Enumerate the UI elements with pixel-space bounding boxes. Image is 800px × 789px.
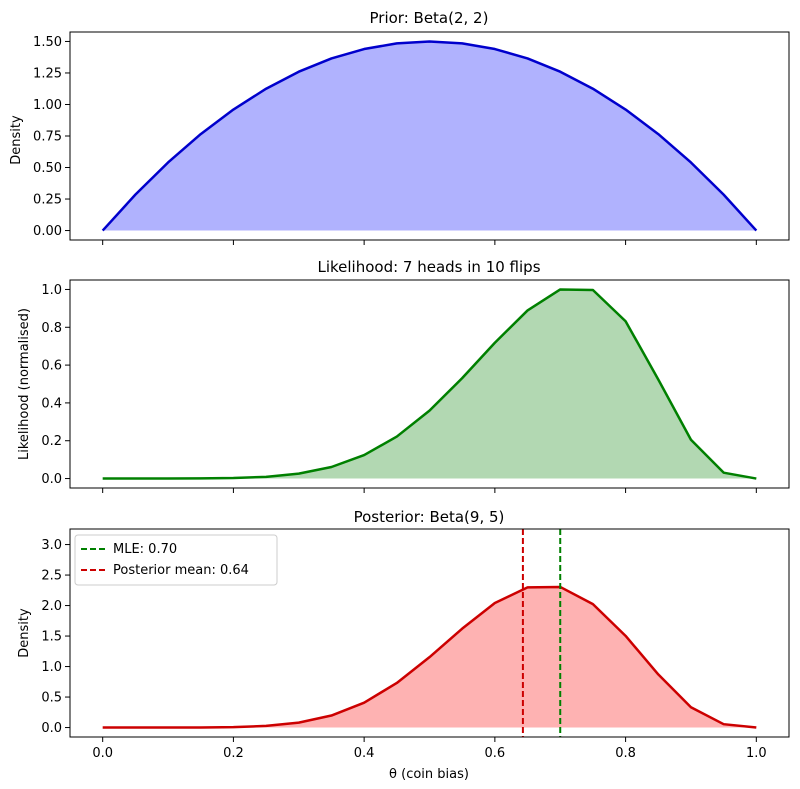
prior-ytick-label: 0.50 <box>33 161 62 176</box>
posterior-ytick-label: 0.0 <box>41 721 62 736</box>
likelihood-panel: Likelihood: 7 heads in 10 flips Likeliho… <box>17 258 790 493</box>
prior-series-line <box>101 40 758 232</box>
posterior-ytick-label: 2.5 <box>41 569 62 584</box>
prior-ytick-label: 1.00 <box>33 98 62 113</box>
posterior-xlabel: θ (coin bias) <box>389 767 469 782</box>
likelihood-ytick-label: 1.0 <box>41 283 62 298</box>
likelihood-ytick-label: 0.0 <box>41 472 62 487</box>
posterior-ytick-label: 2.0 <box>41 599 62 614</box>
posterior-ytick-label: 1.5 <box>41 630 62 645</box>
likelihood-ytick-label: 0.2 <box>41 434 62 449</box>
posterior-axes-frame <box>69 528 790 738</box>
prior-ytick-label: 1.50 <box>33 35 62 50</box>
prior-ytick-label: 1.25 <box>33 66 62 81</box>
likelihood-ytick-label: 0.4 <box>41 396 62 411</box>
posterior-xtick-label: 0.8 <box>615 746 636 761</box>
prior-ytick-label: 0.25 <box>33 193 62 208</box>
posterior-xtick-label: 0.4 <box>354 746 375 761</box>
posterior-title: Posterior: Beta(9, 5) <box>354 508 505 526</box>
posterior-ytick-label: 1.0 <box>41 660 62 675</box>
likelihood-area-fill <box>102 289 757 479</box>
posterior-xtick-label: 1.0 <box>746 746 767 761</box>
prior-ylabel: Density <box>9 115 24 165</box>
likelihood-series-line <box>102 288 757 480</box>
posterior-xtick-label: 0.6 <box>485 746 506 761</box>
posterior-ytick-label: 0.5 <box>41 691 62 706</box>
legend: MLE: 0.70 Posterior mean: 0.64 <box>74 534 278 586</box>
prior-ytick-label: 0.00 <box>33 224 62 239</box>
prior-panel: Prior: Beta(2, 2) Density 0.00 0.25 0.50 0.… <box>9 9 790 245</box>
likelihood-ytick-label: 0.6 <box>41 359 62 374</box>
legend-posterior-mean-label: Posterior mean: 0.64 <box>113 563 249 578</box>
likelihood-title: Likelihood: 7 heads in 10 flips <box>317 258 540 276</box>
prior-title: Prior: Beta(2, 2) <box>370 9 489 27</box>
legend-box <box>74 534 278 586</box>
prior-area-fill <box>102 41 757 231</box>
likelihood-ylabel: Likelihood (normalised) <box>17 308 32 460</box>
posterior-xtick-label: 0.0 <box>92 746 113 761</box>
likelihood-ytick-label: 0.8 <box>41 321 62 336</box>
posterior-panel: Posterior: Beta(9, 5) Density 0.0 0.5 1.0 1… <box>17 508 790 782</box>
posterior-ytick-label: 3.0 <box>41 538 62 553</box>
prior-ytick-label: 0.75 <box>33 130 62 145</box>
posterior-series-line <box>102 585 757 729</box>
posterior-xtick-label: 0.2 <box>223 746 244 761</box>
likelihood-axes-frame <box>69 279 790 489</box>
legend-mle-label: MLE: 0.70 <box>113 542 177 557</box>
prior-axes-frame <box>69 31 790 241</box>
posterior-ylabel: Density <box>17 608 32 658</box>
